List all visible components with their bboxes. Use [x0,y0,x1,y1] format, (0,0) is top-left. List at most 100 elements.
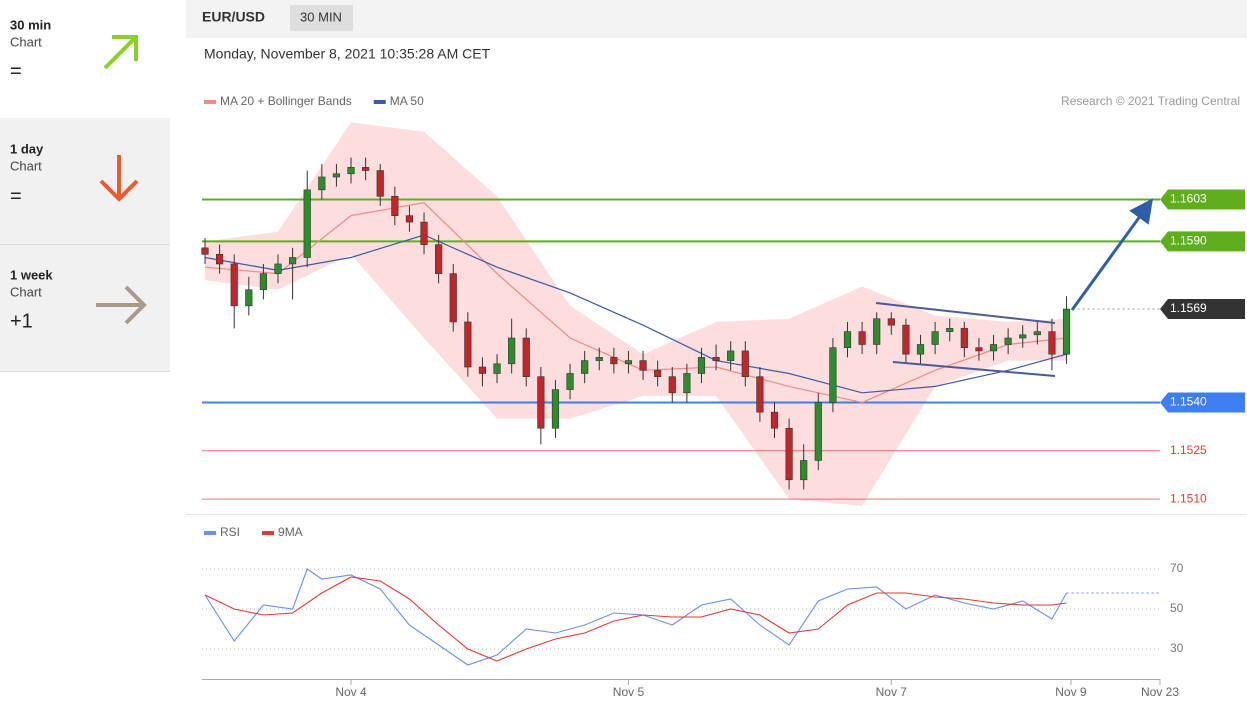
level-label: 1.1510 [1170,491,1207,505]
candle-body [595,357,603,361]
candle-body [814,402,822,461]
candle-body [756,376,764,413]
level-label: 1.1525 [1170,443,1207,457]
x-tick-label: Nov 7 [876,685,908,699]
candle-body [989,344,998,352]
candle-body [376,170,384,197]
period: 30 min [10,17,51,32]
candle-body [800,460,808,481]
candle-body [289,257,297,265]
sidebar-item[interactable]: 30 min Chart = [10,17,138,82]
candle-body [362,167,370,171]
candle-body [902,324,910,355]
candle-body [566,373,574,390]
copyright: Research © 2021 Trading Central [1061,94,1240,108]
candle-body [785,427,793,481]
legend-swatch [204,100,216,104]
channel-line [875,302,1056,324]
candle-body [420,221,428,245]
series-line [204,576,1067,662]
channel-line [892,361,1056,377]
bollinger-band [205,122,1067,506]
sidebar-item-bg [0,245,170,371]
header-bar [186,0,1247,38]
legend-swatch [373,100,386,104]
candle-body [639,360,647,371]
x-tick-label: Nov 23 [1141,685,1179,699]
candle-body [435,244,443,274]
candle-body [770,411,779,429]
candle-body [1004,337,1012,345]
candle-body [668,376,676,394]
arrow-down [99,155,139,202]
candle-body [508,337,516,365]
candle-body [537,376,545,429]
candle-body [332,173,341,178]
candle-body [843,331,852,349]
sidebar-item[interactable]: 1 day Chart = [10,141,139,207]
sidebar-item-bg [0,118,170,244]
label: Chart [10,158,42,173]
candle-body [829,347,837,403]
level-label: 1.1603 [1170,192,1207,206]
candle-body [887,318,895,326]
label: Chart [10,34,42,49]
signal: = [10,185,22,207]
candle-body [916,344,925,355]
candle-body [464,321,472,368]
timestamp: Monday, November 8, 2021 10:35:28 AM CET [204,46,491,62]
candle-body [610,357,618,365]
candle-body [259,273,267,291]
legend-label: 9MA [278,525,303,539]
period: 1 day [10,141,44,156]
y-tick-label: 30 [1170,641,1184,655]
candle-body [581,360,589,374]
candle-body [1062,308,1071,355]
candle-body [975,347,983,352]
candle-body [522,337,530,378]
y-tick-label: 70 [1170,561,1184,575]
candle-body [1048,331,1056,355]
candle-body [654,369,662,378]
candle-body [960,328,968,349]
candle-body [1033,331,1041,336]
candle-body [274,263,282,274]
candle-body [318,176,326,191]
x-tick-label: Nov 5 [613,685,645,699]
candle-body [216,253,224,265]
candle-body [697,357,706,374]
candle-body [478,366,487,374]
candle-body [391,196,399,216]
candle-body [683,373,691,394]
candle-body [303,189,311,258]
legend-label: RSI [220,525,240,539]
arrow-up-right [103,35,138,70]
level-label: 1.1590 [1170,234,1207,248]
level-label: 1.1540 [1170,395,1207,409]
candle-body [449,273,457,323]
candle-body [946,328,954,332]
series-line [204,568,1067,666]
candle-body [230,263,238,307]
candle-body [931,331,939,345]
candle-body [551,389,560,429]
target-arrow [1070,198,1154,311]
candle-body [741,350,749,378]
legend-swatch [262,531,275,535]
legend-label: MA 20 + Bollinger Bands [220,94,352,108]
arrow-right [96,285,147,325]
legend-label: MA 50 [390,94,424,108]
x-tick-label: Nov 4 [335,685,367,699]
sidebar-item[interactable]: 1 week Chart +1 [10,267,147,332]
level-label: 1.1569 [1170,301,1207,315]
legend-swatch [204,531,216,535]
candle-body [858,331,866,345]
level-box [1160,231,1245,252]
y-tick-label: 50 [1170,601,1184,615]
timeframe-button[interactable] [290,5,353,31]
level-box [1160,299,1245,320]
candle-body [245,289,253,307]
candle-body [1019,334,1027,339]
candle-body [405,215,414,223]
signal: +1 [10,310,33,332]
